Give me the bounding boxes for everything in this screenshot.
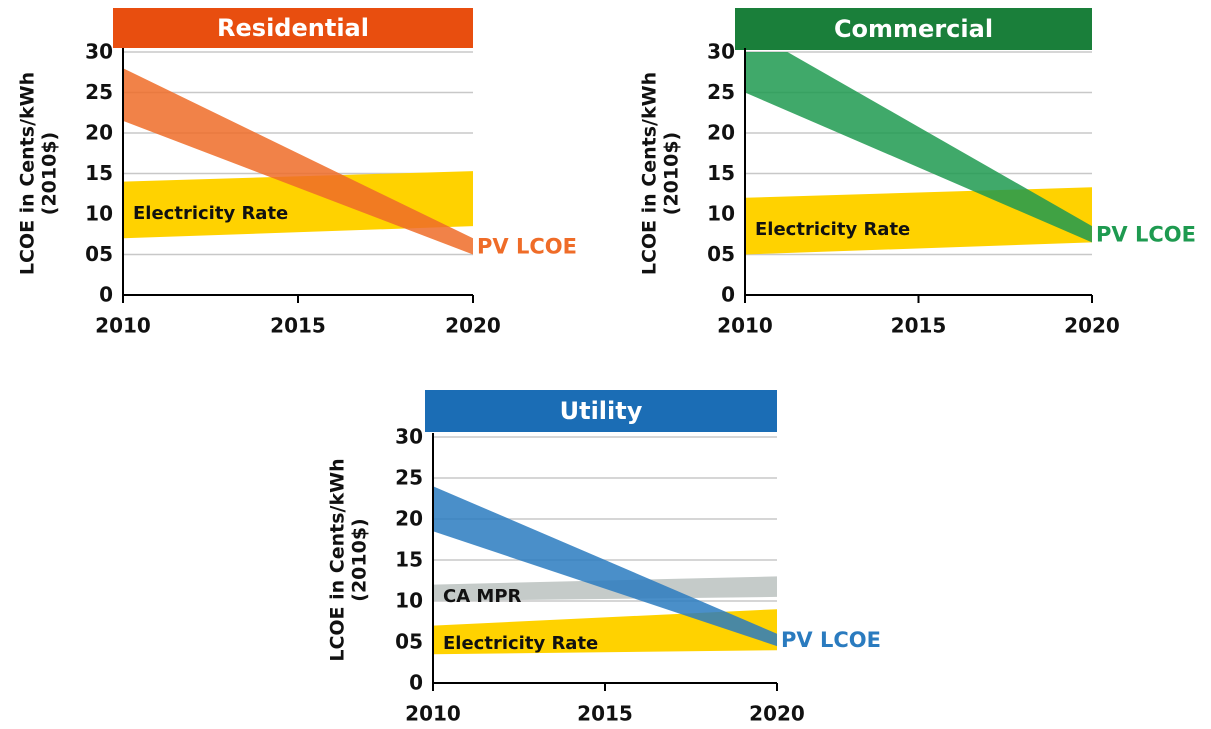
series-label: Electricity Rate bbox=[443, 633, 598, 654]
chart-title: Commercial bbox=[834, 15, 993, 43]
x-tick-label: 2010 bbox=[95, 314, 151, 338]
band bbox=[123, 171, 473, 239]
series-label: PV LCOE bbox=[1096, 222, 1196, 246]
band bbox=[433, 486, 777, 647]
x-tick-label: 2010 bbox=[717, 314, 773, 338]
series-label: PV LCOE bbox=[477, 234, 577, 258]
y-tick-label: 0 bbox=[721, 283, 735, 307]
title-bar bbox=[113, 8, 473, 48]
x-tick-label: 2010 bbox=[405, 702, 461, 726]
band bbox=[123, 68, 473, 255]
series-label: Electricity Rate bbox=[755, 219, 910, 240]
y-tick-label: 30 bbox=[85, 40, 113, 64]
x-tick-label: 2020 bbox=[445, 314, 501, 338]
y-tick-label: 0 bbox=[409, 671, 423, 695]
series-label: CA MPR bbox=[443, 586, 522, 607]
y-tick-label: 25 bbox=[707, 80, 735, 104]
y-axis-label: LCOE in Cents/kWh bbox=[639, 72, 661, 275]
band bbox=[745, 52, 1092, 243]
y-tick-label: 05 bbox=[395, 630, 423, 654]
y-tick-label: 30 bbox=[707, 40, 735, 64]
chart: Commercial 0 05 10 15 20 25 30 PV LCOE Electricit… bbox=[639, 8, 1196, 338]
y-tick-label: 10 bbox=[85, 202, 113, 226]
title-bar bbox=[735, 8, 1092, 50]
chart-title: Utility bbox=[560, 397, 643, 425]
y-tick-label: 05 bbox=[707, 242, 735, 266]
y-tick-label: 15 bbox=[395, 548, 423, 572]
y-axis-label: (2010$) bbox=[349, 518, 371, 601]
y-tick-label: 20 bbox=[395, 507, 423, 531]
y-tick-label: 25 bbox=[85, 80, 113, 104]
y-axis-label: (2010$) bbox=[39, 132, 61, 215]
title-bar bbox=[425, 390, 777, 432]
y-tick-label: 20 bbox=[85, 121, 113, 145]
chart: Residential 0 05 10 15 20 25 30 PV LCOE Electrici… bbox=[17, 8, 577, 338]
x-tick-label: 2015 bbox=[891, 314, 947, 338]
series-label: Electricity Rate bbox=[133, 203, 288, 224]
chart: Utility 0 05 10 15 20 25 30 PV LCOE CA MPR Electri… bbox=[327, 390, 881, 726]
band bbox=[433, 576, 777, 601]
x-tick-label: 2015 bbox=[270, 314, 326, 338]
y-tick-label: 30 bbox=[395, 425, 423, 449]
x-tick-label: 2020 bbox=[749, 702, 805, 726]
y-tick-label: 10 bbox=[395, 589, 423, 613]
plot-area bbox=[433, 486, 777, 655]
plot-area bbox=[123, 68, 473, 255]
y-tick-label: 25 bbox=[395, 466, 423, 490]
y-axis-label: LCOE in Cents/kWh bbox=[327, 458, 349, 661]
y-tick-label: 10 bbox=[707, 202, 735, 226]
plot-area bbox=[745, 52, 1092, 255]
y-tick-label: 15 bbox=[85, 161, 113, 185]
x-tick-label: 2015 bbox=[577, 702, 633, 726]
y-axis-label: LCOE in Cents/kWh bbox=[17, 72, 39, 275]
y-axis-label: (2010$) bbox=[661, 132, 683, 215]
x-tick-label: 2020 bbox=[1064, 314, 1120, 338]
y-tick-label: 0 bbox=[99, 283, 113, 307]
y-tick-label: 20 bbox=[707, 121, 735, 145]
y-tick-label: 05 bbox=[85, 242, 113, 266]
series-label: PV LCOE bbox=[781, 628, 881, 652]
y-tick-label: 15 bbox=[707, 161, 735, 185]
band bbox=[433, 609, 777, 655]
chart-title: Residential bbox=[217, 14, 369, 42]
